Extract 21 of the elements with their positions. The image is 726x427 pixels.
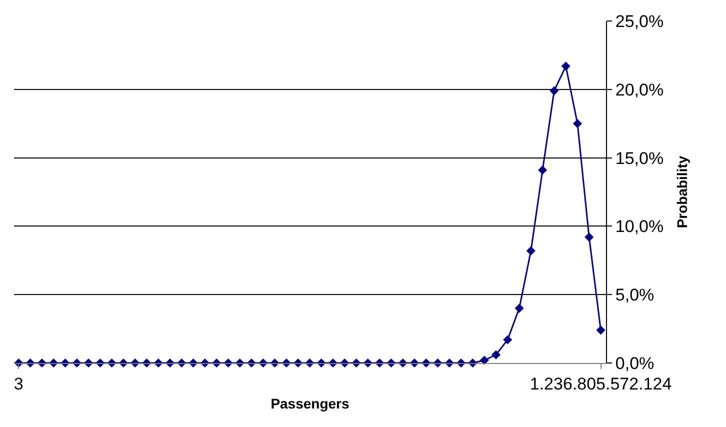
point xyxy=(584,232,594,242)
x-tick-label: 3 xyxy=(14,374,24,394)
point xyxy=(480,356,489,365)
y-tick-label: 5,0% xyxy=(615,286,654,305)
y-tick-label: 20,0% xyxy=(615,80,664,100)
point xyxy=(561,62,570,71)
point xyxy=(572,119,582,128)
y-tick-label: 25,0% xyxy=(615,12,664,31)
y-axis-title: Probability xyxy=(674,156,690,228)
point xyxy=(503,335,512,344)
point xyxy=(491,350,501,360)
point xyxy=(550,86,559,96)
point xyxy=(514,304,524,313)
x-tick-label: 1.236.805.572.124 xyxy=(530,374,672,394)
point xyxy=(596,326,606,335)
y-tick-label: 0,0% xyxy=(615,354,654,373)
point xyxy=(526,246,536,256)
y-tick-label: 10,0% xyxy=(615,217,664,236)
x-axis-title: Passengers xyxy=(270,396,350,412)
y-tick-label: 15,0% xyxy=(615,148,664,168)
point xyxy=(538,166,548,175)
